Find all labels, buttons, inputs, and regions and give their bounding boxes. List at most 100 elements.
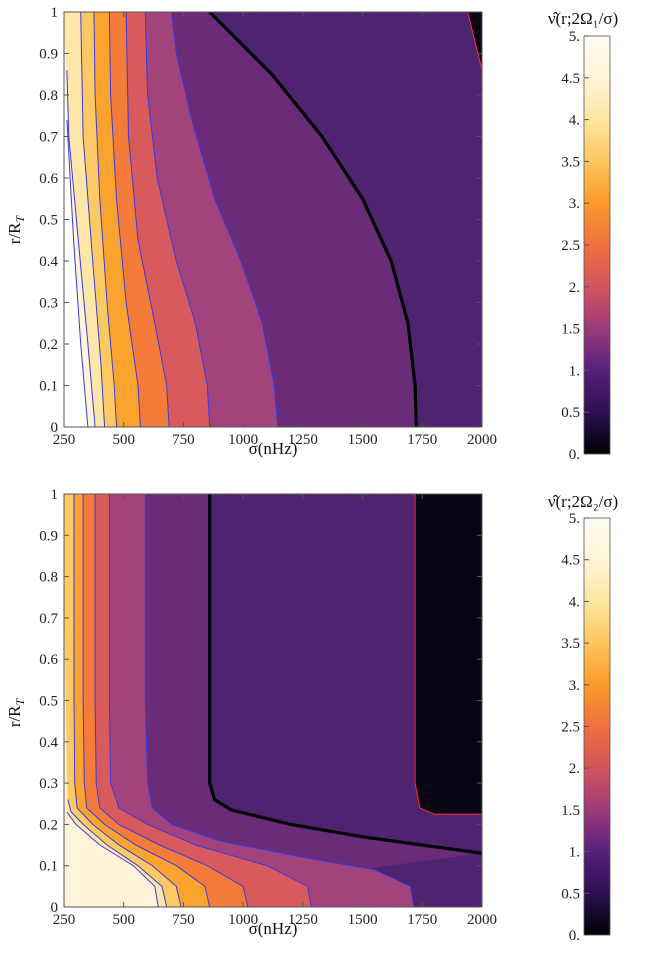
x-tick-label: 1250	[288, 432, 318, 448]
colorbar-tick-label: 0.5	[561, 886, 580, 902]
colorbar-tick-label: 3.5	[561, 636, 580, 652]
colorbar-tick-label: 5.	[569, 511, 580, 527]
colorbar	[583, 35, 611, 455]
contour-line-3_5	[93, 12, 117, 427]
y-tick-label: 1	[51, 5, 59, 21]
x-tick-label: 2000	[467, 912, 497, 928]
colorbar-title: ν̂(r;2Ω₁/σ)	[548, 9, 618, 28]
contour-line-3	[82, 494, 211, 907]
colorbar-tick-label: 1.	[569, 363, 580, 379]
contour-fills	[64, 12, 482, 427]
contour-lines	[66, 12, 482, 427]
y-tick-label: 0.1	[39, 859, 58, 875]
contour-band	[64, 54, 88, 427]
y-tick-label: 0.4	[39, 735, 58, 751]
y-tick-label: 0.3	[39, 296, 58, 312]
x-tick-label: 2000	[467, 432, 497, 448]
contour-line-1_5	[171, 12, 279, 427]
colorbar-tick-label: 1.5	[561, 322, 580, 338]
y-tick-label: 0.5	[39, 213, 58, 229]
y-tick-label: 0.8	[39, 570, 58, 586]
y-tick-label: 0.5	[39, 694, 58, 710]
plot-panel-top: 250 500 750 1000 1250 1500 1750 2000 00.10.20.3…	[5, 5, 618, 463]
colorbar-tick-label: 3.5	[561, 154, 580, 170]
colorbar-tick-label: 1.5	[561, 803, 580, 819]
contour-line-2	[144, 12, 211, 427]
x-tick-label: 250	[53, 912, 76, 928]
x-tick-label: 1250	[288, 912, 318, 928]
colorbar-title: ν̂(r;2Ω₂/σ)	[548, 492, 618, 511]
colorbar-tick-label: 0.	[569, 928, 580, 944]
colorbar-tick-label: 2.	[569, 761, 580, 777]
x-tick-label: 1000	[228, 432, 258, 448]
x-ticks: 250 500 750 1000 1250 1500 1750 2000	[53, 12, 497, 448]
y-tick-label: 0	[51, 420, 59, 436]
x-tick-label: 1000	[228, 912, 258, 928]
y-tick-label: 0.2	[39, 337, 58, 353]
contour-line-4	[80, 12, 106, 427]
y-tick-label: 0.1	[39, 379, 58, 395]
x-tick-label: 500	[112, 912, 135, 928]
y-tick-label: 0.3	[39, 776, 58, 792]
colorbar-tick-label: 3.	[569, 678, 580, 694]
y-tick-label: 0.4	[39, 254, 58, 270]
x-tick-label: 500	[112, 432, 135, 448]
contour-line-1_5	[144, 494, 415, 907]
contour-line-5	[66, 119, 89, 427]
y-tick-label: 0.8	[39, 88, 58, 104]
contour-lines	[66, 494, 482, 907]
x-tick-label: 750	[172, 912, 195, 928]
y-tick-label: 0	[51, 900, 59, 916]
colorbar-tick-label: 2.5	[561, 238, 580, 254]
y-tick-label: 0.6	[39, 652, 58, 668]
colorbar-ticks: 0. 0.5 1. 1.5 2. 2.5 3. 3.5 4. 4.5 5.	[561, 511, 589, 944]
contour-line-2	[108, 494, 312, 907]
x-tick-label: 750	[172, 432, 195, 448]
y-ticks: 0 0.1 0.2 0.3 0.4 0.5 0.6 0.7 0.8 0.9 1	[39, 487, 482, 916]
y-axis-label-sub: T	[13, 697, 27, 705]
colorbar-ticks: 0. 0.5 1. 1.5 2. 2.5 3. 3.5 4. 4.5 5.	[561, 29, 589, 463]
y-tick-label: 0.9	[39, 528, 58, 544]
x-tick-label: 1750	[407, 912, 437, 928]
contour-band	[415, 494, 482, 815]
y-axis-label-main: r/R	[5, 222, 24, 244]
colorbar-tick-label: 3.	[569, 196, 580, 212]
contour-line-4_5	[66, 811, 159, 907]
x-tick-label: 1500	[348, 912, 378, 928]
colorbar-tick-label: 2.	[569, 280, 580, 296]
y-axis-label-main: r/R	[5, 705, 24, 727]
contour-fills	[64, 494, 482, 907]
contour-band	[64, 494, 482, 907]
contour-line-4_5	[66, 70, 96, 427]
x-tick-label: 1750	[407, 432, 437, 448]
contour-line-3_5	[73, 494, 182, 907]
x-tick-label: 250	[53, 432, 76, 448]
contour-band	[64, 622, 159, 907]
y-ticks: 0 0.1 0.2 0.3 0.4 0.5 0.6 0.7 0.8 0.9 1	[39, 5, 482, 436]
colorbar-tick-label: 0.5	[561, 405, 580, 421]
contour-line-1	[208, 12, 418, 427]
x-axis-label: σ(nHz)	[249, 439, 298, 458]
contour-line-1	[208, 494, 482, 855]
colorbar-tick-label: 4.	[569, 594, 580, 610]
contour-line-4	[67, 799, 168, 907]
colorbar-tick-label: 5.	[569, 29, 580, 45]
colorbar-tick-label: 4.	[569, 113, 580, 129]
x-tick-label: 1500	[348, 432, 378, 448]
contour-line-2_5	[125, 12, 170, 427]
y-tick-label: 0.7	[39, 130, 58, 146]
colorbar-tick-label: 4.5	[561, 71, 580, 87]
y-tick-label: 0.7	[39, 611, 58, 627]
colorbar-tick-label: 1.	[569, 845, 580, 861]
contour-line-3	[108, 12, 141, 427]
y-axis-label: r/RT	[5, 214, 27, 244]
y-axis-label-sub: T	[13, 214, 27, 222]
colorbar-tick-label: 0.	[569, 447, 580, 463]
contour-line-2_5	[94, 494, 249, 907]
contour-line-0_5	[467, 12, 482, 71]
y-tick-label: 0.2	[39, 817, 58, 833]
y-tick-label: 1	[51, 487, 59, 503]
colorbar-tick-label: 2.5	[561, 720, 580, 736]
contour-line-0_5	[414, 494, 482, 815]
